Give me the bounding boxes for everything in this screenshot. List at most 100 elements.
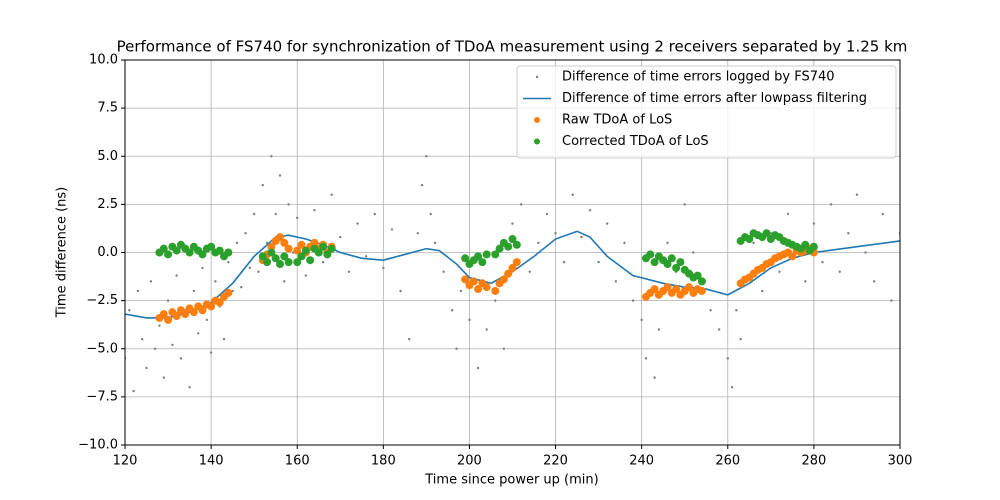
point (588, 208, 592, 212)
point (788, 252, 797, 261)
x-axis-label: Time since power up (min) (424, 473, 598, 488)
point (786, 212, 790, 216)
point (222, 337, 226, 341)
point (697, 277, 706, 286)
point (201, 266, 204, 270)
point (494, 299, 497, 302)
point (663, 260, 672, 269)
point (485, 328, 488, 331)
point (745, 235, 754, 244)
point (683, 203, 686, 206)
point (278, 174, 282, 177)
point (482, 283, 491, 292)
point (297, 252, 306, 261)
point (511, 222, 514, 225)
x-tick-label: 280 (801, 454, 826, 469)
x-tick-label: 300 (888, 454, 913, 469)
point (274, 212, 277, 216)
point (461, 275, 470, 284)
point (504, 269, 513, 278)
point (347, 270, 351, 273)
point (207, 242, 216, 251)
point (172, 312, 181, 321)
point (420, 183, 424, 187)
point (709, 309, 712, 312)
legend-label: Difference of time errors after lowpass … (562, 91, 867, 106)
point (399, 289, 402, 293)
point (267, 248, 276, 257)
legend-swatch (534, 138, 540, 145)
point (321, 260, 325, 264)
point (812, 222, 816, 225)
point (640, 318, 643, 322)
point (646, 250, 655, 259)
point (166, 299, 170, 302)
point (809, 242, 818, 251)
point (491, 250, 500, 259)
point (171, 343, 174, 347)
point (293, 258, 302, 267)
point (153, 347, 157, 350)
point (145, 366, 148, 370)
x-tick-label: 260 (715, 454, 740, 469)
point (476, 366, 480, 370)
point (196, 332, 200, 335)
point (801, 240, 810, 249)
point (261, 183, 264, 187)
point (188, 386, 191, 389)
point (562, 260, 566, 264)
point (205, 318, 209, 322)
point (519, 203, 523, 206)
point (179, 357, 183, 360)
point (890, 299, 893, 302)
point (181, 310, 190, 319)
point (554, 232, 557, 235)
point (461, 254, 470, 263)
point (276, 233, 284, 242)
point (306, 256, 315, 265)
point (502, 347, 506, 350)
legend-label: Raw TDoA of LoS (562, 113, 672, 128)
point (838, 270, 841, 273)
point (284, 258, 293, 267)
point (778, 270, 781, 273)
point (597, 260, 600, 264)
point (136, 289, 140, 293)
point (214, 280, 217, 283)
point (571, 193, 574, 196)
point (693, 271, 702, 280)
point (761, 289, 764, 293)
point (739, 337, 742, 341)
point (172, 246, 181, 255)
point (508, 263, 517, 272)
y-tick-label: −7.5 (86, 389, 118, 404)
point (606, 222, 609, 225)
point (280, 252, 289, 261)
y-tick-label: 0.0 (97, 245, 118, 260)
point (158, 324, 161, 327)
x-tick-label: 240 (629, 454, 654, 469)
point (162, 376, 165, 379)
point (804, 280, 807, 283)
point (717, 328, 721, 331)
point (224, 248, 233, 257)
point (726, 357, 729, 360)
point (276, 260, 284, 269)
point (495, 244, 504, 253)
legend-label: Corrected TDoA of LoS (562, 134, 709, 149)
point (468, 318, 471, 322)
point (685, 283, 694, 292)
legend-label: Difference of time errors logged by FS74… (562, 70, 835, 85)
point (198, 306, 207, 315)
point (164, 250, 173, 259)
point (280, 238, 289, 247)
point (323, 250, 332, 259)
point (672, 263, 681, 272)
point (623, 241, 626, 245)
plot-area (125, 155, 900, 393)
point (482, 250, 491, 259)
point (512, 240, 521, 249)
point (141, 337, 144, 341)
